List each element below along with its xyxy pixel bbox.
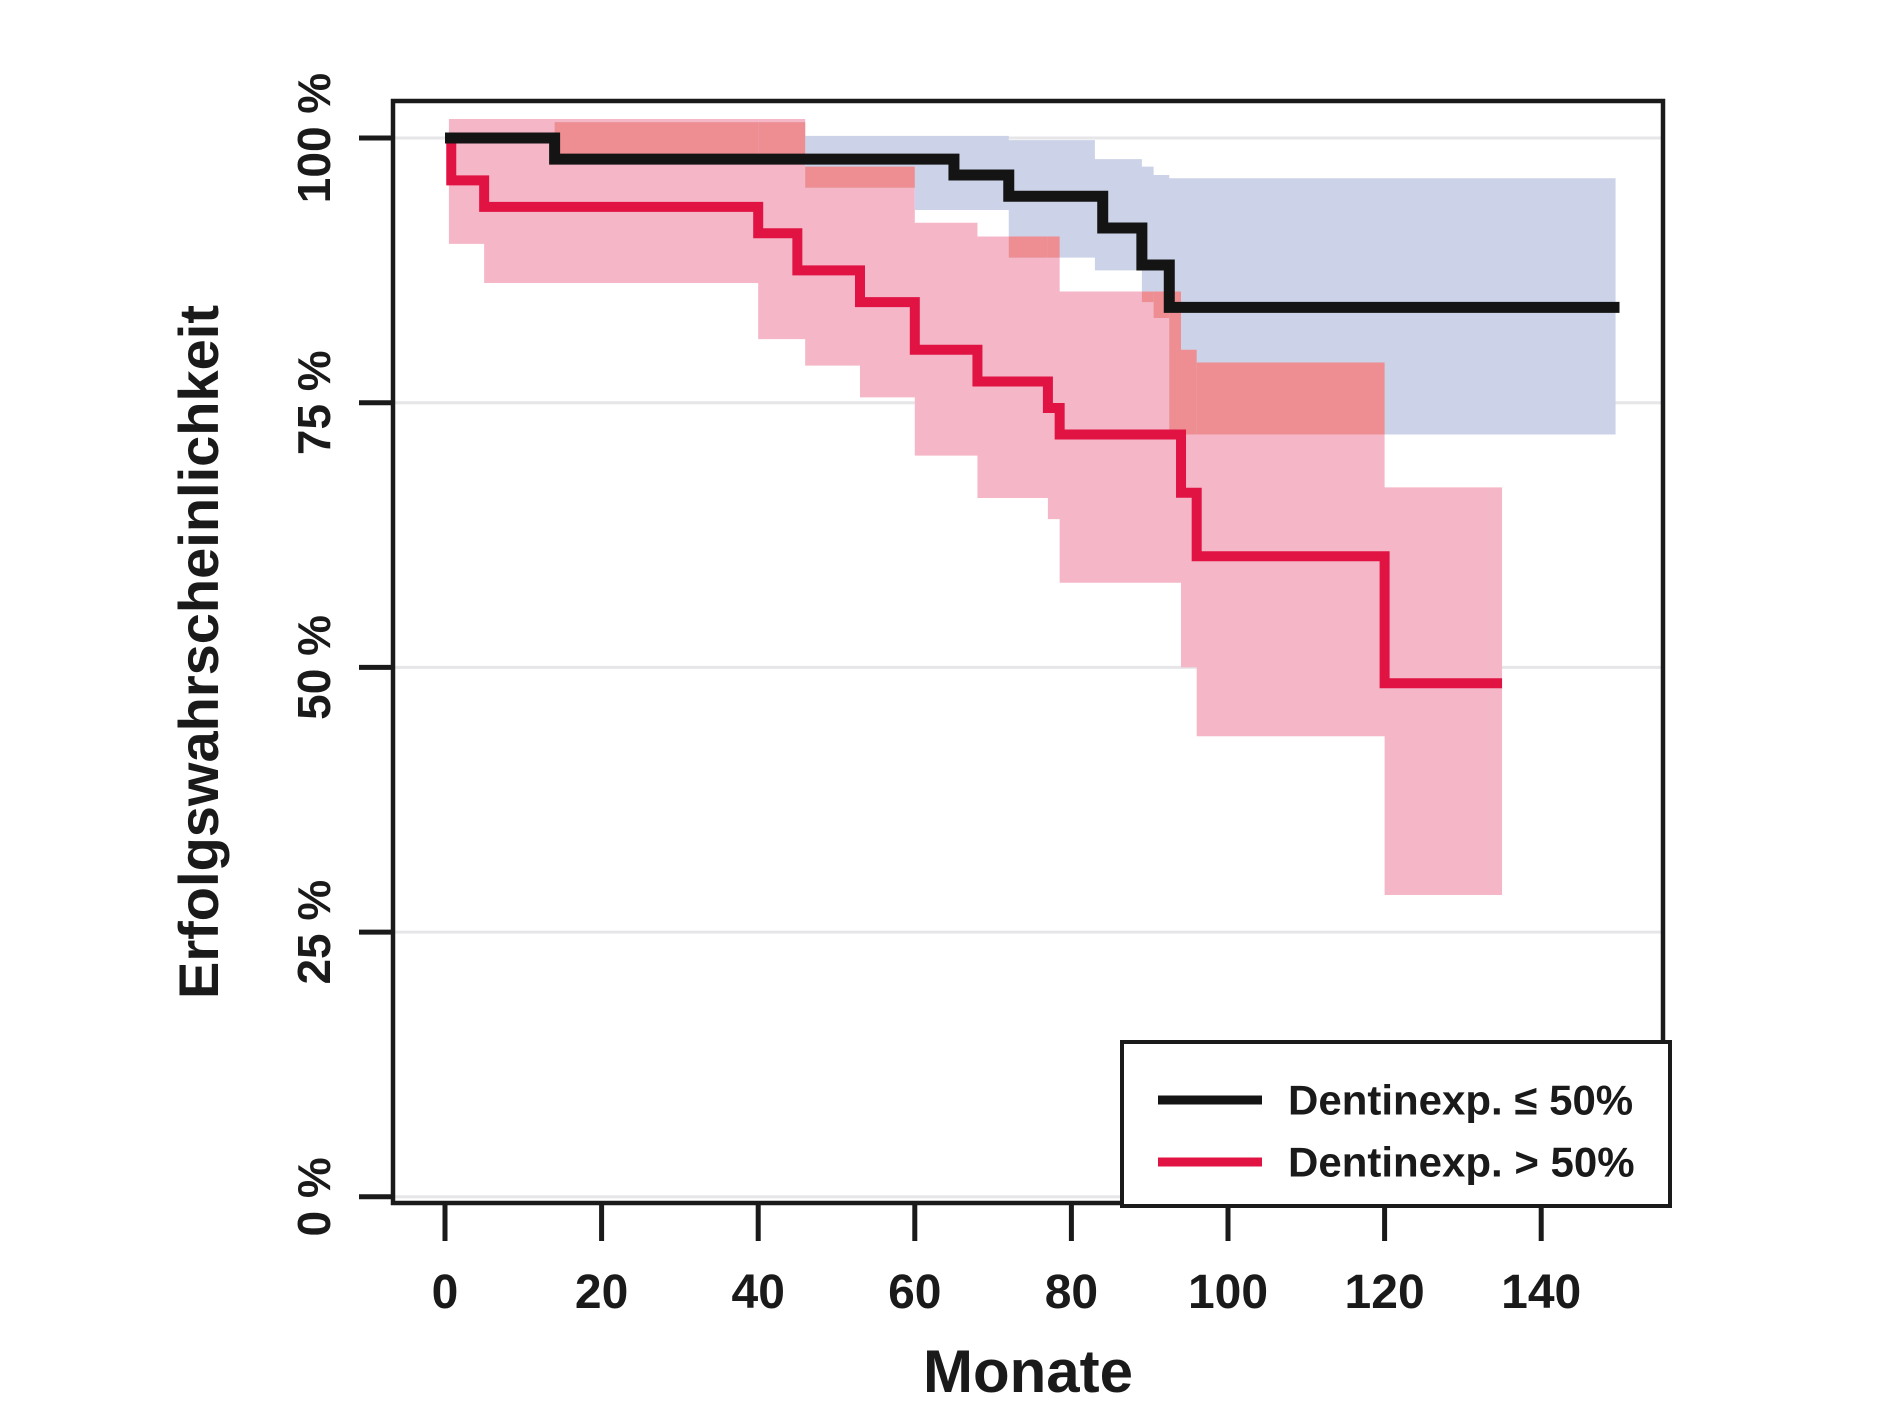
x-tick-label-140: 140 <box>1501 1266 1581 1319</box>
x-axis-title: Monate <box>923 1338 1133 1405</box>
ci-overlap-segment <box>1141 291 1154 303</box>
x-tick-label-40: 40 <box>732 1266 785 1319</box>
y-tick-label-0: 0 % <box>288 1157 340 1236</box>
ci-overlap-segment <box>758 122 806 156</box>
ci-overlap-segment <box>1047 236 1060 258</box>
x-tick-label-80: 80 <box>1045 1266 1098 1319</box>
axis-ticks <box>359 135 1544 1241</box>
y-tick-label-25: 25 % <box>288 880 340 985</box>
km-curve-dentinexp-le50 <box>445 132 1620 313</box>
x-tick-label-120: 120 <box>1345 1266 1425 1319</box>
legend-label: Dentinexp. > 50% <box>1288 1139 1635 1186</box>
km-curve-dentinexp-gt50 <box>445 133 1503 689</box>
x-tick-label-60: 60 <box>888 1266 941 1319</box>
legend-box <box>1120 1040 1672 1208</box>
ci-band-dentinexp-gt50 <box>448 118 1503 896</box>
ci-overlap-region <box>554 122 1385 435</box>
x-tick-label-20: 20 <box>575 1266 628 1319</box>
ci-overlap-segment <box>1196 362 1385 435</box>
ci-overlap-segment <box>1181 349 1197 435</box>
plot-border <box>390 98 1666 1206</box>
legend <box>1120 1040 1672 1208</box>
x-tick-label-100: 100 <box>1188 1266 1268 1319</box>
y-tick-label-75: 75 % <box>288 350 340 455</box>
ci-overlap-segment <box>805 166 860 188</box>
ci-overlap-segment <box>554 122 759 156</box>
y-tick-label-50: 50 % <box>288 615 340 720</box>
ci-overlap-segment <box>859 166 915 188</box>
ci-band-dentinexp-le50 <box>554 122 1616 435</box>
y-axis-title: Erfolgswahrscheinlichkeit <box>167 305 230 999</box>
ci-overlap-segment <box>1169 291 1182 435</box>
legend-label: Dentinexp. ≤ 50% <box>1288 1077 1633 1124</box>
y-tick-label-100: 100 % <box>288 73 340 203</box>
x-tick-label-0: 0 <box>432 1266 459 1319</box>
ci-overlap-segment <box>1008 236 1048 258</box>
